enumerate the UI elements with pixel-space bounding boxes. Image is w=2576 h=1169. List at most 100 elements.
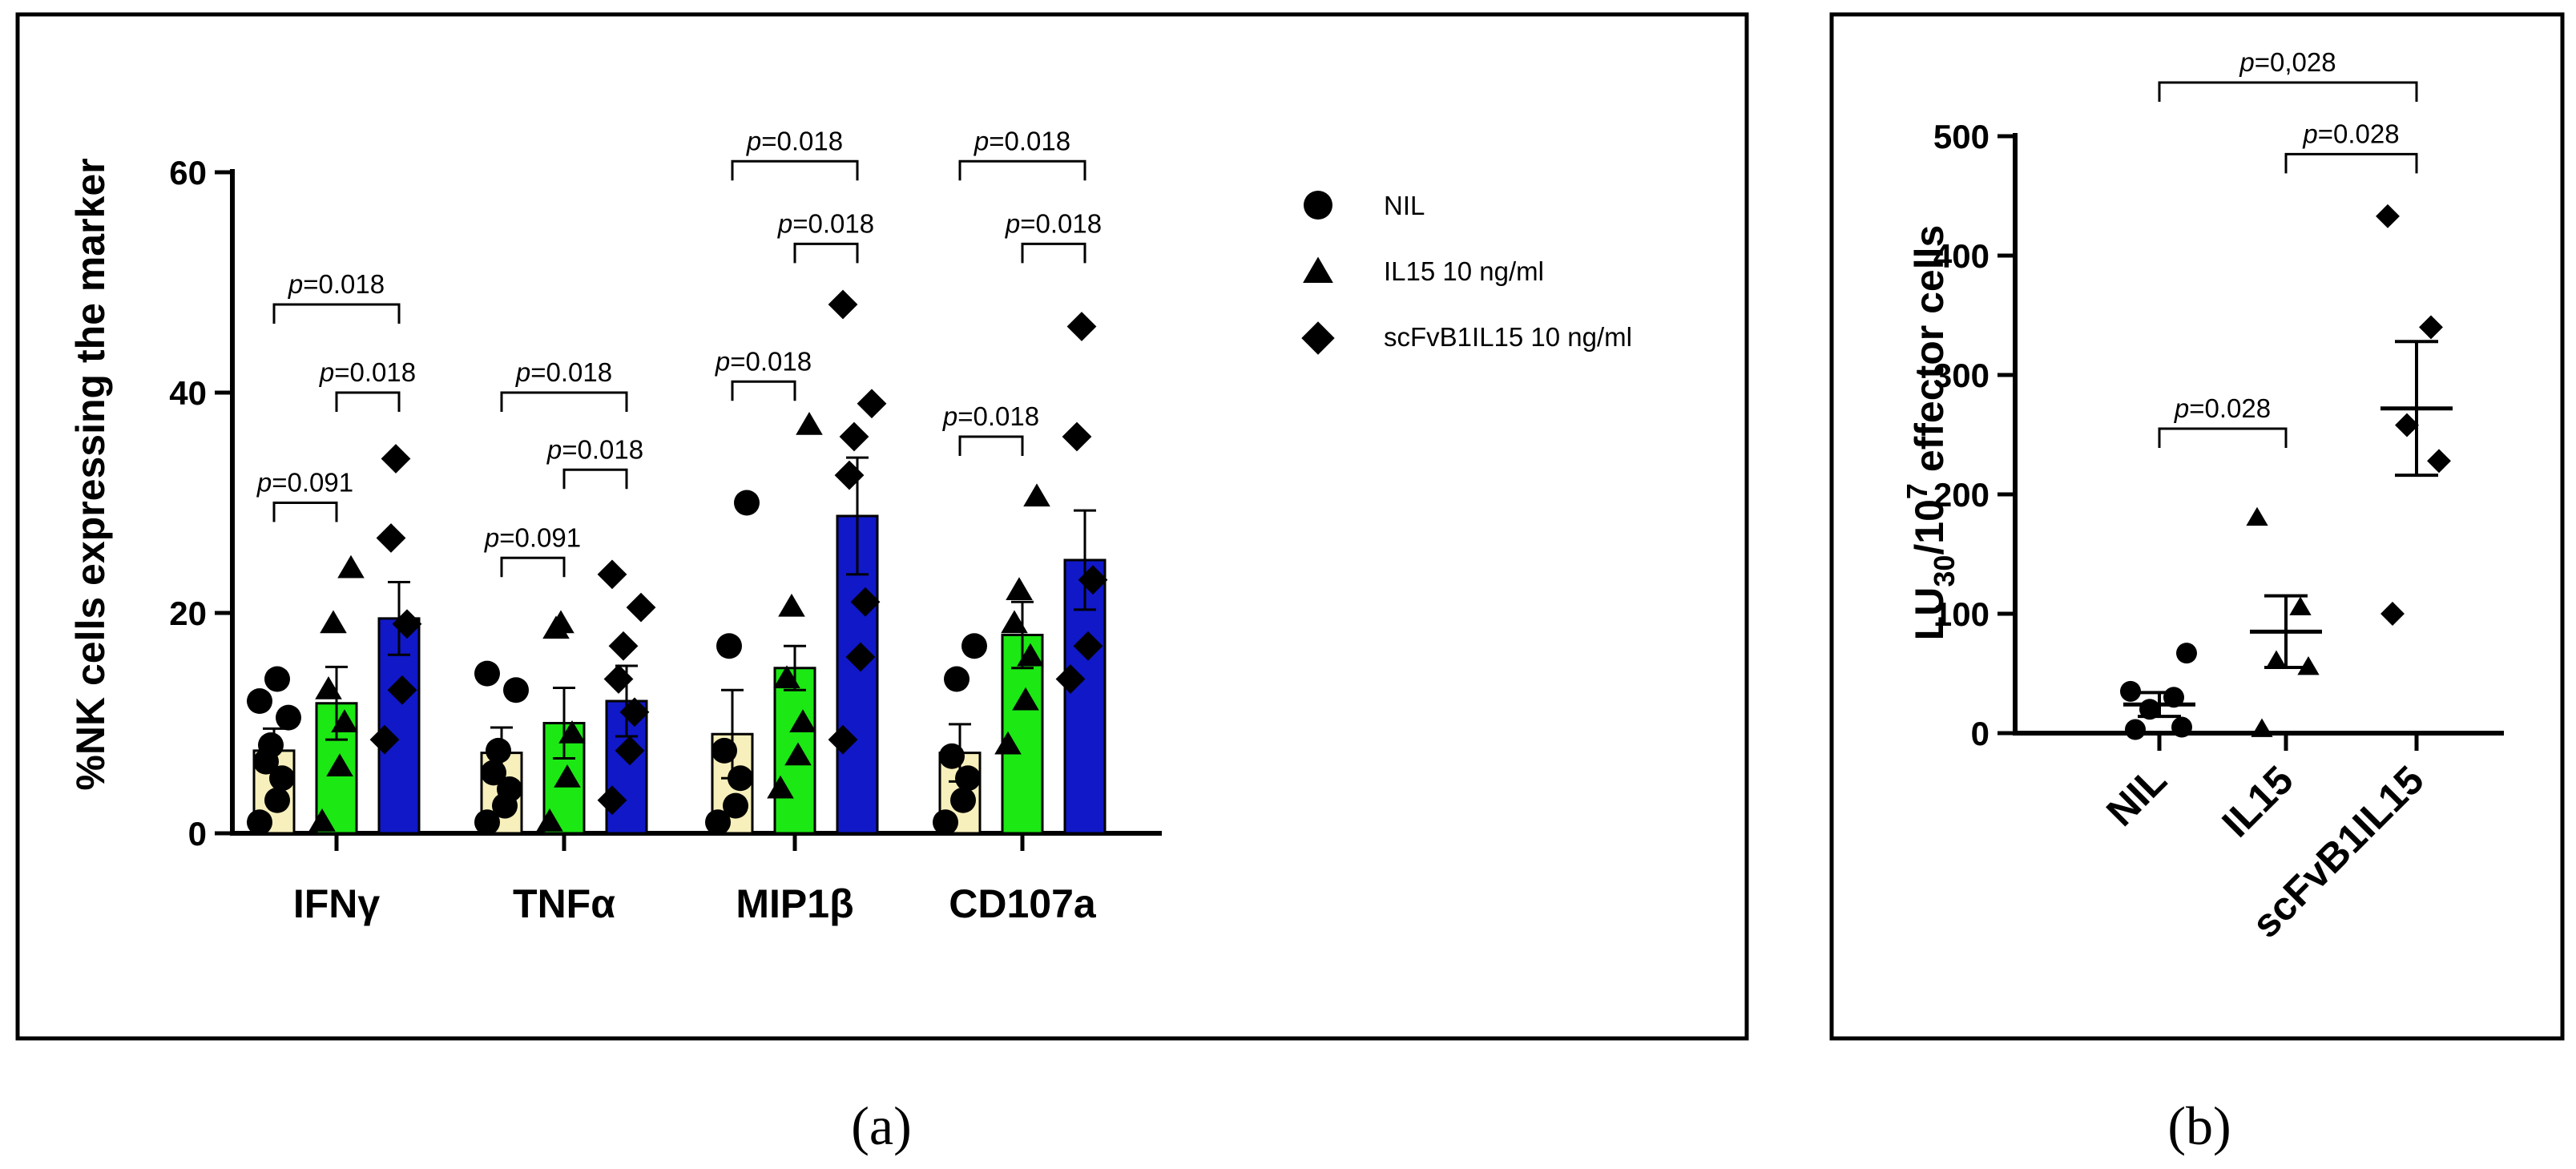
panel-a-data-point (857, 389, 887, 419)
panel-a-data-point (536, 808, 563, 832)
panel-a-data-point (247, 809, 272, 836)
legend-label-nil: NIL (1384, 191, 1425, 220)
panel-b-y-tick-label: 0 (1971, 715, 1989, 752)
panel-a-data-point (597, 559, 627, 590)
panel-a-data-point (1006, 577, 1033, 601)
panel-a-significance-p: p (942, 401, 957, 431)
panel-b-significance-bracket (2158, 81, 2418, 102)
panel-a-significance-label: p=0.018 (319, 357, 416, 387)
panel-a-data-point (834, 460, 865, 490)
panel-a-significance-bracket (272, 303, 401, 324)
panel-b-significance-label: p=0.028 (2302, 119, 2399, 148)
panel-a-bar (836, 514, 879, 835)
panel-a-significance: p=0.018 (777, 208, 874, 264)
panel-a-data-point (994, 731, 1022, 755)
panel-a-significance-value: =0.018 (530, 357, 612, 387)
panel-a-significance-label: p=0.018 (715, 346, 812, 376)
panel-a-data-point (1055, 664, 1086, 694)
panel-a-significance-bracket (272, 502, 338, 522)
panel-a-data-point (933, 809, 958, 836)
panel-b-significance-p: p (2174, 393, 2189, 423)
panel-b-significance-value: =0.028 (2318, 119, 2400, 148)
panel-b-significance: p=0.028 (2158, 393, 2288, 449)
panel-b-data-point (2125, 719, 2146, 740)
panel-a-data-point (828, 724, 858, 755)
panel-a-data-point (828, 289, 858, 320)
panel-a-data-point (961, 633, 987, 659)
panel-a-significance-label: p=0.091 (484, 522, 581, 552)
panel-a-y-tick-label: 0 (188, 815, 207, 853)
panel-a-significance-value: =0.091 (499, 522, 581, 552)
panel-a-significance-p: p (484, 522, 499, 552)
panel-a-significance-label: p=0.018 (974, 126, 1070, 155)
panel-a-data-point (547, 610, 574, 634)
panel-b-category-label: IL15 (2213, 757, 2301, 845)
panel-a-significance-p: p (319, 357, 334, 387)
panel-a-significance-p: p (715, 346, 730, 376)
panel-b-y-tick-label: 300 (1933, 357, 1989, 394)
panel-a-data-point (603, 664, 634, 694)
panel-a-data-point (486, 737, 511, 764)
panel-b-significance-bracket (2158, 427, 2288, 449)
panel-b-y-tick-label: 200 (1933, 476, 1989, 514)
panel-a-data-point (497, 776, 522, 802)
panel-a-significance-p: p (288, 269, 303, 299)
panel-a-significance-value: =0.018 (792, 208, 874, 238)
panel-a-significance: p=0.018 (319, 357, 416, 412)
panel-b-y-tick-label: 100 (1933, 595, 1989, 633)
panel-a-y-tick-label: 40 (169, 374, 207, 412)
panel-a-significance-bracket (335, 391, 401, 412)
panel-a-significance-value: =0.018 (562, 434, 643, 464)
panel-a-data-point (767, 775, 794, 799)
panel-a-significance: p=0.091 (256, 468, 353, 522)
panel-a-data-point (387, 675, 417, 705)
panel-a-data-point (955, 765, 981, 792)
legend-marker-diamond (1301, 321, 1335, 355)
panel-a-data-point (392, 609, 422, 639)
panel-a-data-point (503, 677, 529, 703)
panel-a-data-point (716, 633, 742, 659)
panel-a-significance: p=0.018 (715, 346, 812, 401)
panel-a-data-point (773, 665, 800, 689)
panel-a-significance: p=0.018 (942, 401, 1039, 456)
panel-a-data-point (1062, 421, 1092, 452)
panel-a-significance: p=0.018 (731, 126, 859, 181)
panel-a-significance-value: =0.018 (303, 269, 385, 299)
panel-b-data-point (2171, 716, 2192, 738)
panel-a-significance-p: p (777, 208, 792, 238)
panel-a-data-point (376, 523, 406, 553)
panel-a-significance-bracket (731, 159, 859, 181)
panel-a-significance-bracket (958, 435, 1024, 456)
panel-a-data-point (944, 666, 970, 692)
panel-a-significance: p=0.018 (1005, 208, 1102, 264)
panel-a-data-point (1012, 687, 1039, 711)
legend-triangle-symbol (1303, 256, 1333, 283)
panel-b-significance: p=0,028 (2158, 47, 2418, 102)
panel-a-data-point (950, 787, 976, 813)
panel-b-data-point (2376, 204, 2400, 228)
legend-marker-circle (1304, 191, 1332, 220)
panel-b-significance-p: p (2302, 119, 2317, 148)
panel-a-data-point (850, 587, 881, 617)
panel-a-significance-bracket (500, 391, 628, 412)
panel-a-data-point (1066, 312, 1097, 341)
panel-a-data-point (1073, 631, 1103, 661)
panel-a-significance-p: p (256, 468, 272, 498)
panel-a-significance-label: p=0.018 (746, 126, 843, 155)
panel-b-label: (b) (2167, 1095, 2231, 1156)
legend-label-il15: IL15 10 ng/ml (1384, 256, 1544, 286)
panel-a-data-point (728, 765, 753, 792)
panel-a-data-point (381, 444, 411, 474)
legend-label-scfv: scFvB1IL15 10 ng/ml (1384, 322, 1632, 352)
panel-a-data-point (1001, 610, 1028, 634)
panel-a-data-point (619, 697, 650, 728)
panel-a-significance-value: =0.018 (730, 346, 812, 376)
panel-a-significance-p: p (546, 434, 562, 464)
legend-marker-triangle (1303, 256, 1333, 283)
panel-b-data-point (2419, 315, 2443, 340)
panel-a-significance-p: p (515, 357, 530, 387)
legend-circle-symbol (1304, 191, 1332, 220)
panel-a-data-point (734, 490, 760, 516)
